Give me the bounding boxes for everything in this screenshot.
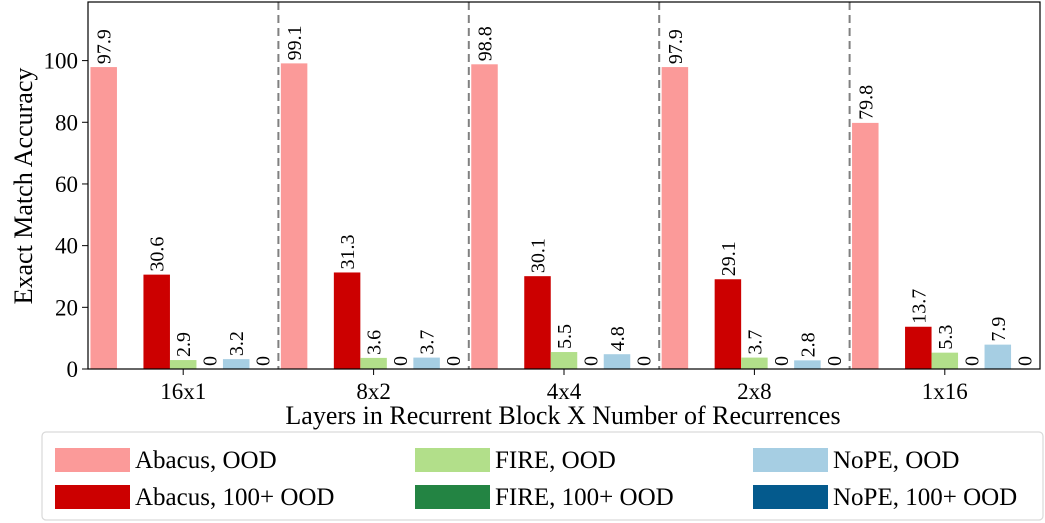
data-label: 0: [824, 356, 846, 366]
data-label: 97.9: [665, 29, 687, 64]
legend-label: FIRE, OOD: [495, 447, 616, 474]
legend-swatch: [753, 485, 828, 509]
bar: [984, 344, 1012, 369]
data-label: 97.9: [94, 29, 116, 64]
legend-swatch: [753, 448, 828, 472]
data-label: 0: [253, 356, 275, 366]
data-label: 3.2: [226, 331, 248, 356]
bar: [280, 63, 308, 370]
bar: [360, 357, 387, 369]
data-label: 29.1: [718, 241, 740, 276]
legend-swatch: [55, 485, 130, 509]
bar: [333, 272, 361, 369]
y-tick-label: 100: [44, 49, 79, 74]
bar: [413, 357, 440, 369]
bar: [741, 357, 768, 369]
bar: [143, 274, 170, 369]
legend-label: Abacus, OOD: [135, 447, 277, 474]
x-tick-label: 8x2: [356, 379, 391, 404]
data-label: 0: [634, 356, 656, 366]
bar: [714, 279, 742, 369]
data-label: 4.8: [607, 326, 629, 351]
x-axis-title: Layers in Recurrent Block X Number of Re…: [285, 401, 840, 430]
y-tick-label: 80: [55, 110, 78, 135]
data-label: 0: [771, 356, 793, 366]
y-axis-title: Exact Match Accuracy: [9, 68, 38, 305]
data-label: 3.7: [417, 330, 439, 355]
y-tick-label: 20: [55, 295, 78, 320]
data-label: 0: [1014, 356, 1036, 366]
bar: [661, 67, 689, 369]
bar: [471, 64, 498, 369]
legend-label: NoPE, OOD: [833, 447, 959, 474]
data-label: 0: [443, 356, 465, 366]
data-label: 3.7: [744, 330, 766, 355]
y-tick-label: 60: [55, 172, 78, 197]
x-tick-label: 2x8: [737, 379, 772, 404]
data-label: 30.6: [147, 237, 169, 272]
bar: [90, 67, 117, 369]
data-label: 98.8: [475, 26, 497, 61]
y-tick-label: 40: [55, 234, 78, 259]
bar: [794, 360, 821, 369]
data-label: 7.9: [988, 317, 1010, 342]
x-tick-label: 16x1: [160, 379, 206, 404]
data-label: 0: [581, 356, 603, 366]
bar: [524, 276, 551, 369]
data-label: 2.8: [797, 332, 819, 357]
bar: [222, 359, 250, 369]
data-label: 30.1: [528, 238, 550, 273]
bar: [931, 352, 959, 369]
bar: [905, 326, 932, 369]
data-label: 99.1: [284, 25, 306, 60]
plot-frame: [87, 1, 1041, 370]
bar: [852, 122, 879, 369]
legend-label: Abacus, 100+ OOD: [135, 484, 335, 511]
data-label: 3.6: [364, 330, 386, 355]
legend-swatch: [415, 485, 490, 509]
bar: [169, 360, 197, 369]
data-label: 13.7: [908, 289, 930, 324]
data-label: 5.3: [935, 325, 957, 350]
x-tick-label: 1x16: [922, 379, 968, 404]
data-label: 31.3: [337, 234, 359, 269]
legend-label: FIRE, 100+ OOD: [495, 484, 674, 511]
bar: [550, 352, 578, 369]
data-label: 0: [961, 356, 983, 366]
legend-label: NoPE, 100+ OOD: [833, 484, 1017, 511]
legend-swatch: [55, 448, 130, 472]
data-label: 0: [390, 356, 412, 366]
legend-swatch: [415, 448, 490, 472]
y-tick-label: 0: [67, 357, 79, 382]
bar: [603, 354, 631, 369]
data-label: 0: [200, 356, 222, 366]
x-tick-label: 4x4: [547, 379, 582, 404]
data-label: 5.5: [554, 324, 576, 349]
data-label: 79.8: [855, 85, 877, 120]
data-label: 2.9: [173, 332, 195, 357]
